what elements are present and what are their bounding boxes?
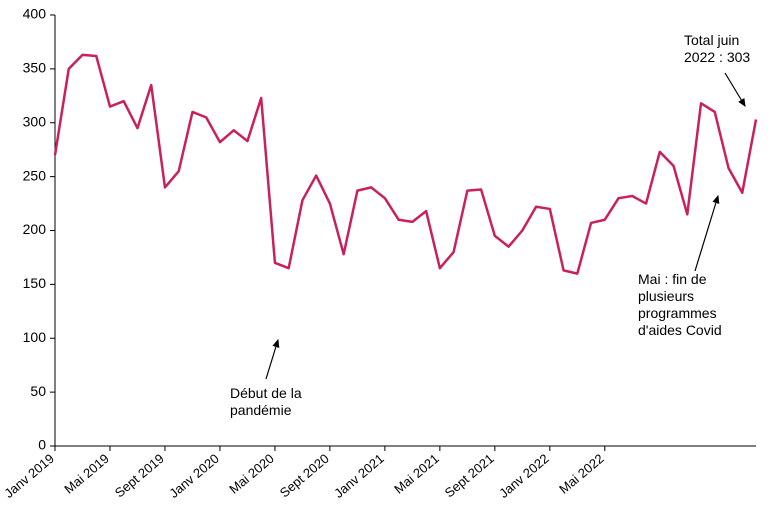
chart-container: 050100150200250300350400Janv 2019Mai 201… [0, 0, 776, 531]
ytick-label: 50 [30, 383, 46, 399]
annotation-pandemic: Début de lapandémie [230, 385, 302, 418]
ytick-label: 250 [23, 167, 47, 183]
ytick-label: 150 [23, 275, 47, 291]
ytick-label: 100 [23, 329, 47, 345]
ytick-label: 200 [23, 221, 47, 237]
ytick-label: 300 [23, 113, 47, 129]
ytick-label: 350 [23, 60, 47, 76]
line-chart: 050100150200250300350400Janv 2019Mai 201… [0, 0, 776, 531]
ytick-label: 0 [38, 437, 46, 453]
ytick-label: 400 [23, 6, 47, 22]
